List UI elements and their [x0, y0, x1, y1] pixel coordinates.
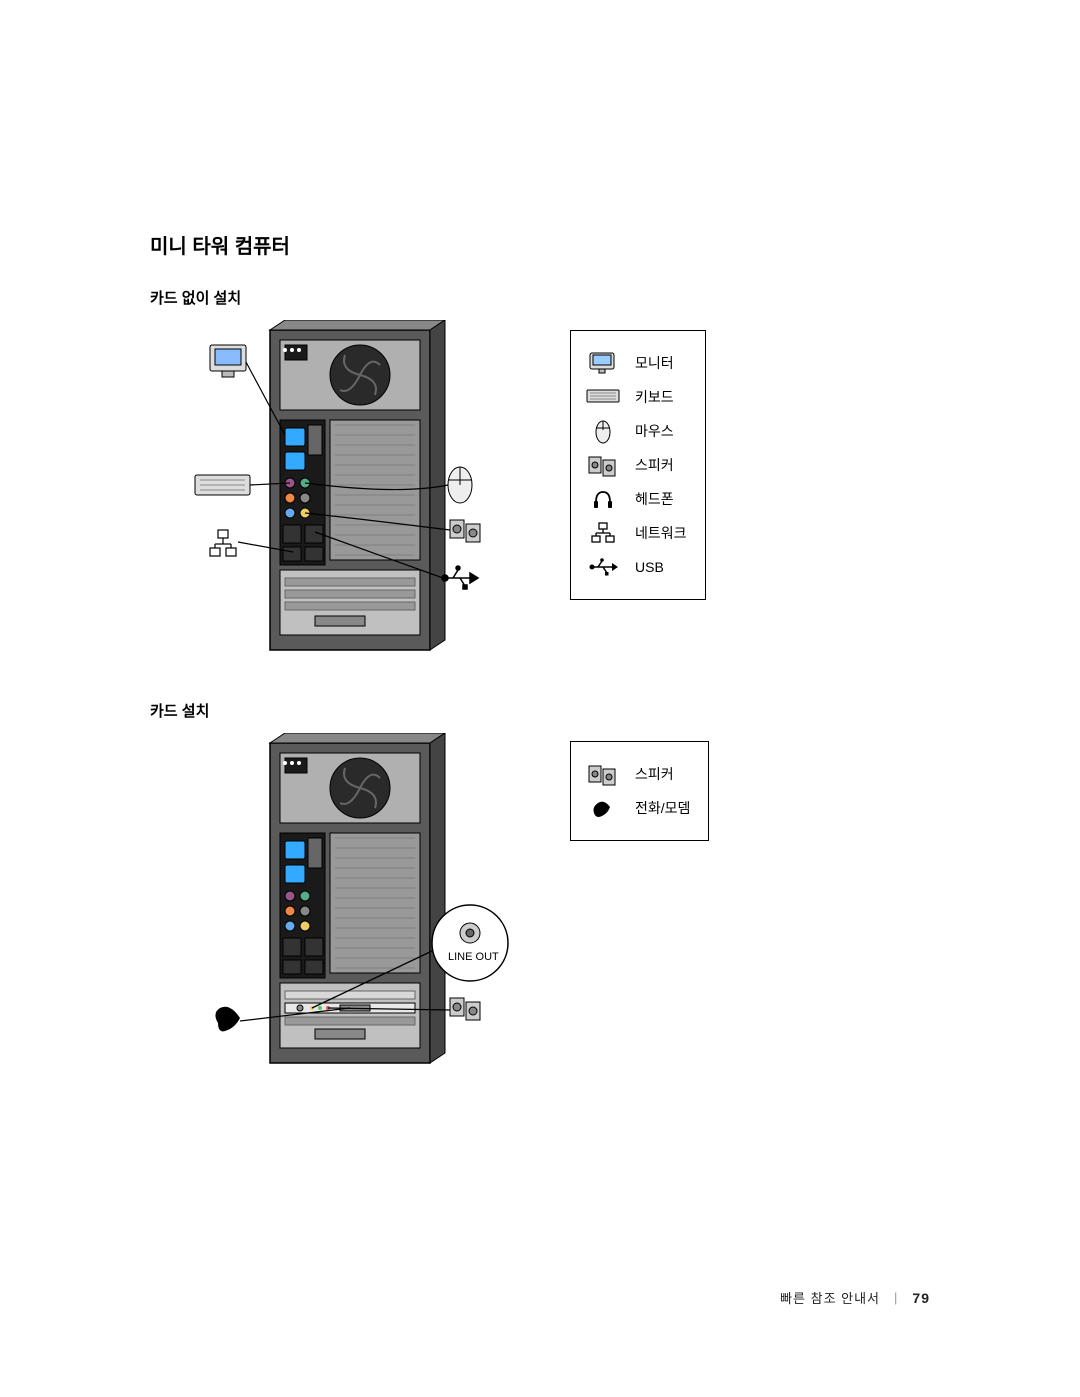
mouse-icon: [585, 417, 621, 445]
legend-label: USB: [635, 559, 664, 575]
tower-diagram-1: [150, 320, 530, 670]
legend-item-network: 네트워크: [585, 519, 687, 547]
lineout-label: LINE OUT: [448, 951, 499, 963]
speaker-icon: [450, 520, 480, 542]
monitor-icon: [585, 349, 621, 377]
legend-label: 키보드: [635, 387, 674, 407]
legend-label: 모니터: [635, 353, 674, 373]
keyboard-icon: [195, 475, 250, 495]
section-with-card: 카드 설치: [150, 700, 950, 1103]
mouse-icon: [448, 467, 472, 503]
legend-item-monitor: 모니터: [585, 349, 687, 377]
network-icon: [585, 519, 621, 547]
phone-icon: [215, 1007, 240, 1032]
footer-page-number: 79: [912, 1290, 930, 1306]
section1-subtitle: 카드 없이 설치: [150, 287, 950, 308]
headphone-icon: [585, 485, 621, 513]
usb-icon: [585, 553, 621, 581]
footer-doc-title: 빠른 참조 안내서: [780, 1288, 880, 1307]
legend-label: 네트워크: [635, 523, 687, 543]
legend-label: 스피커: [635, 455, 674, 475]
speaker-icon: [585, 451, 621, 479]
legend-item-speaker: 스피커: [585, 451, 687, 479]
document-page: 미니 타워 컴퓨터 카드 없이 설치: [150, 230, 950, 1133]
speaker-icon: [585, 760, 621, 788]
network-icon: [210, 530, 236, 556]
usb-icon: [442, 566, 478, 589]
tower-diagram-2: LINE OUT: [150, 733, 530, 1103]
page-title: 미니 타워 컴퓨터: [150, 230, 950, 259]
footer-divider: |: [894, 1290, 898, 1305]
section2-subtitle: 카드 설치: [150, 700, 950, 721]
speaker-icon: [450, 998, 480, 1020]
legend-item-speaker-2: 스피커: [585, 760, 690, 788]
monitor-icon: [210, 345, 246, 377]
legend-label: 스피커: [635, 764, 674, 784]
section-no-card: 카드 없이 설치: [150, 287, 950, 670]
legend-item-mouse: 마우스: [585, 417, 687, 445]
page-footer: 빠른 참조 안내서 | 79: [780, 1288, 930, 1307]
phone-icon: [585, 794, 621, 822]
legend-box-2: 스피커 전화/모뎀: [570, 741, 709, 841]
legend-item-usb: USB: [585, 553, 687, 581]
legend-label: 마우스: [635, 421, 674, 441]
legend-box-1: 모니터 키보드 마우스: [570, 330, 706, 600]
legend-label: 전화/모뎀: [635, 798, 690, 818]
legend-item-phone: 전화/모뎀: [585, 794, 690, 822]
keyboard-icon: [585, 383, 621, 411]
legend-label: 헤드폰: [635, 489, 674, 509]
legend-item-headphone: 헤드폰: [585, 485, 687, 513]
legend-item-keyboard: 키보드: [585, 383, 687, 411]
